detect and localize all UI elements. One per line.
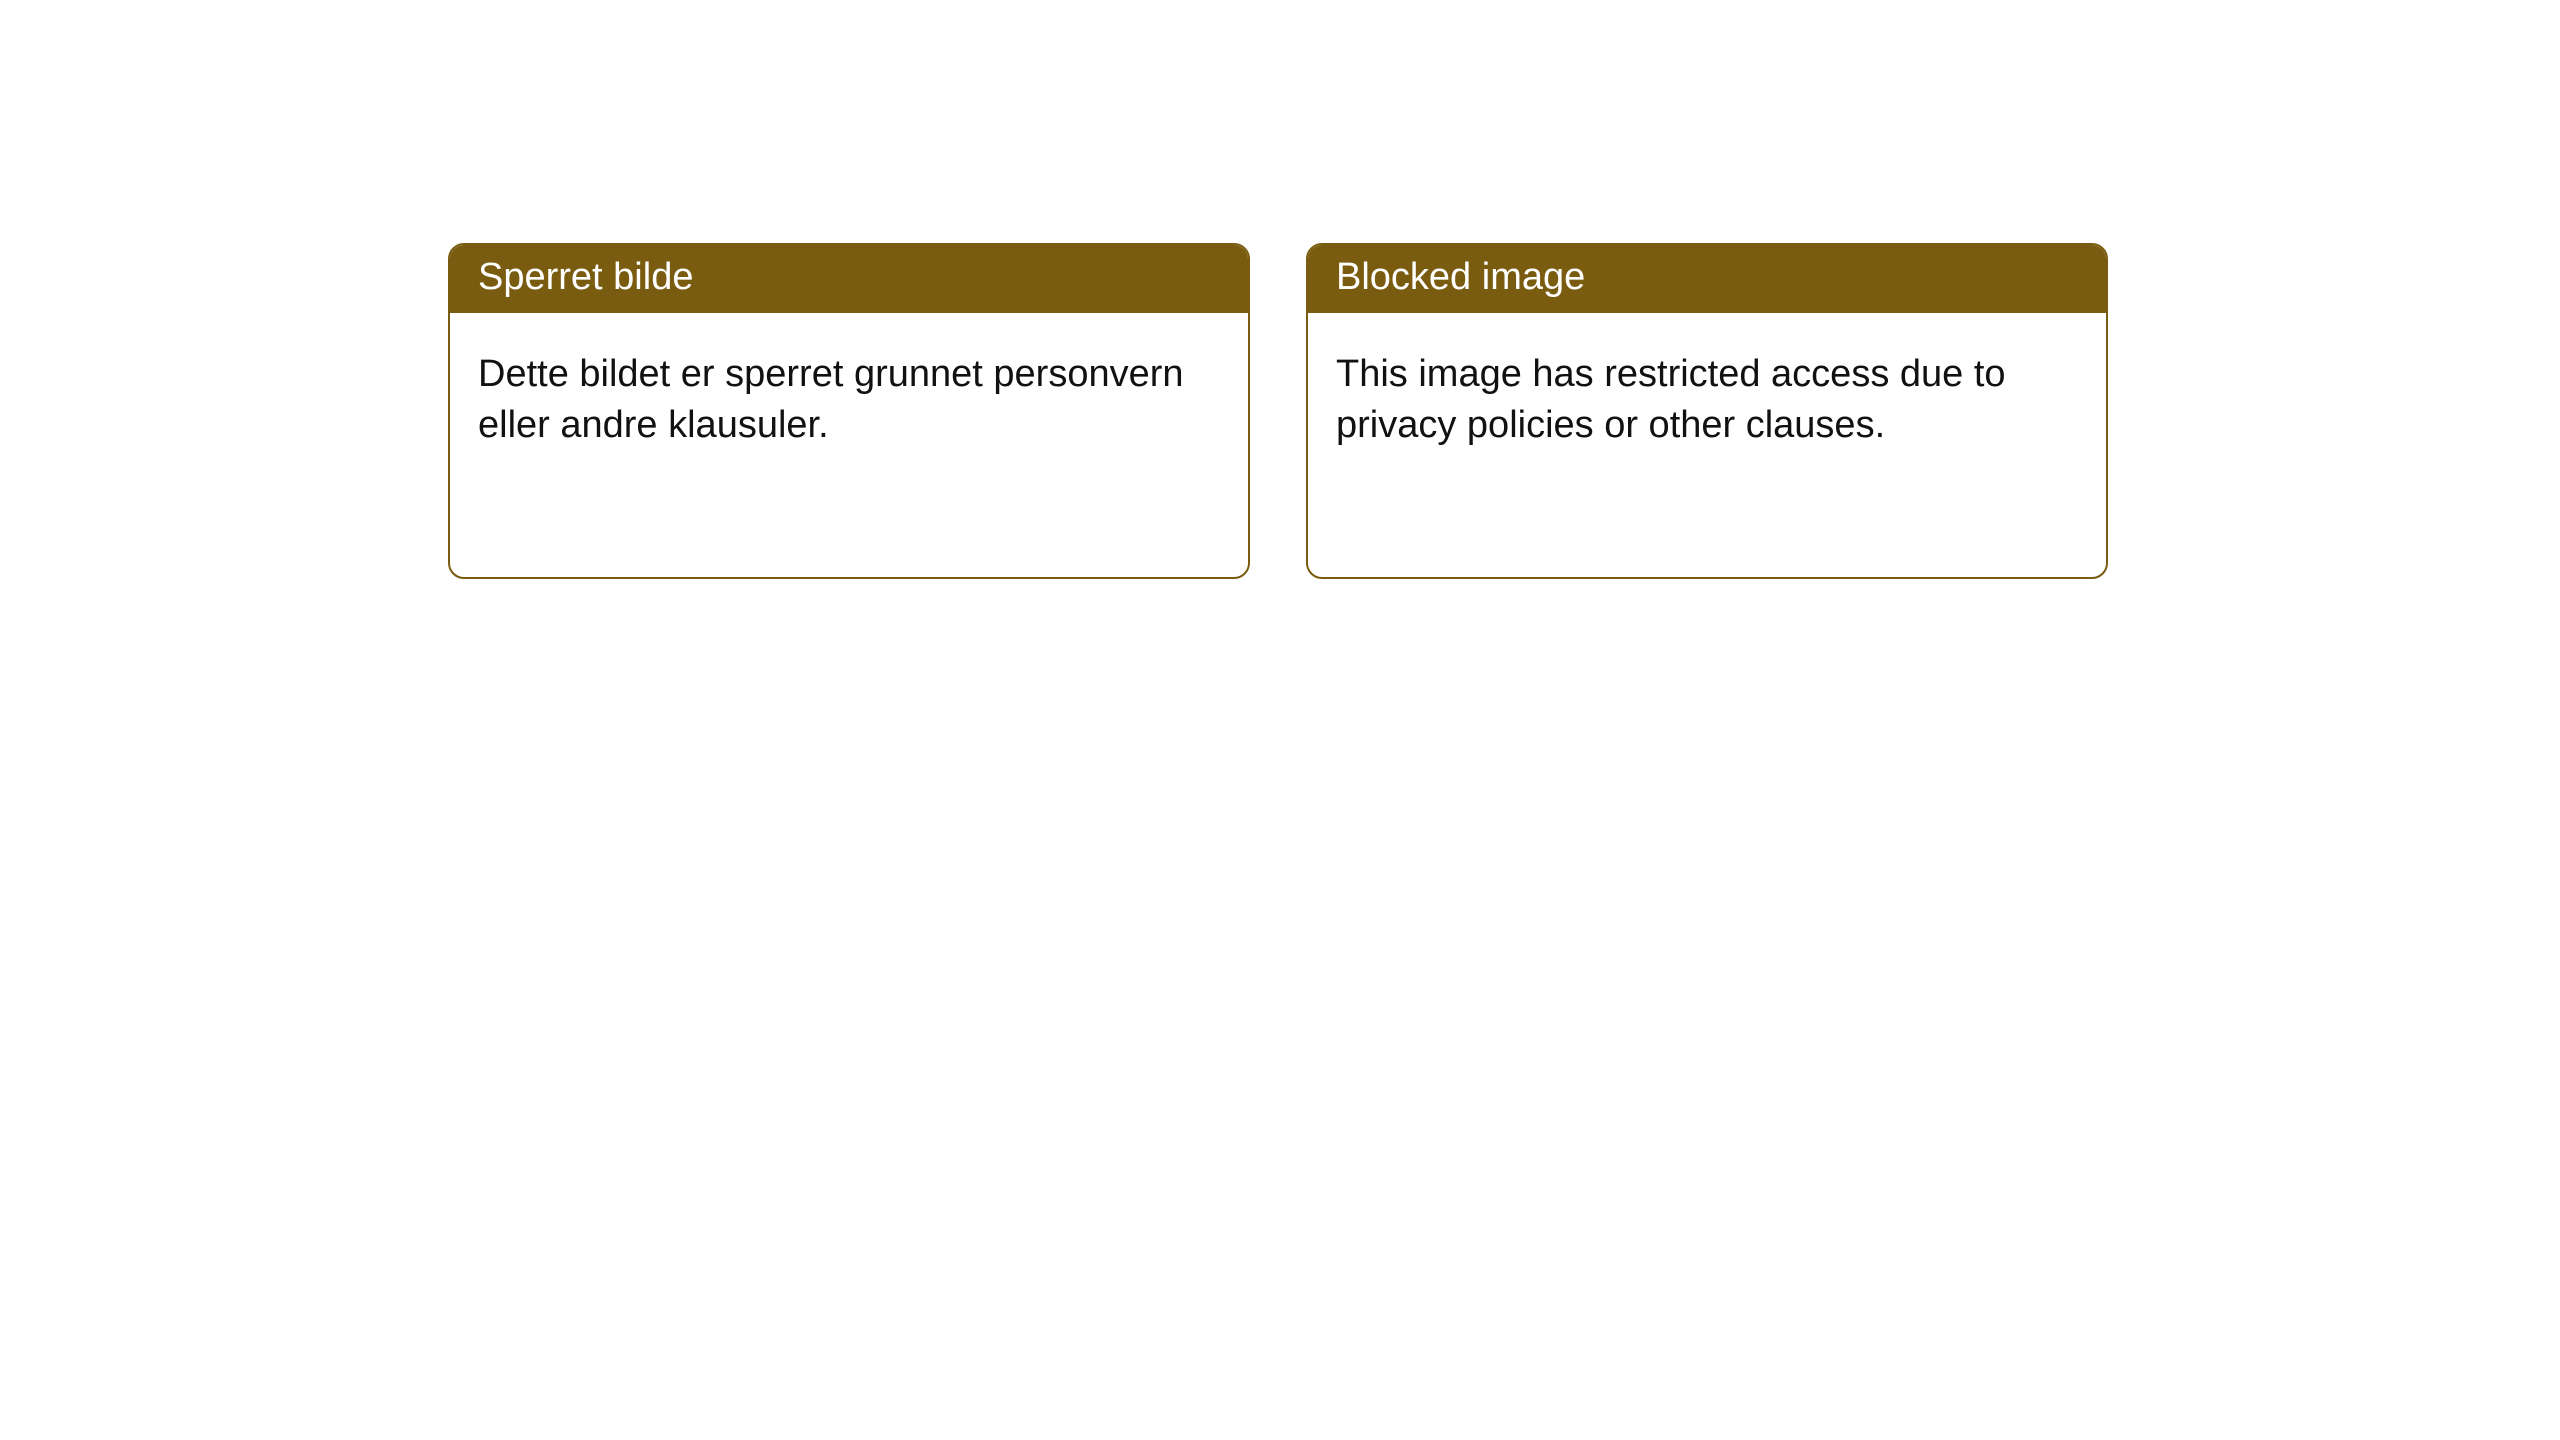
notice-body-norwegian: Dette bildet er sperret grunnet personve… (450, 313, 1248, 480)
notice-card-english: Blocked image This image has restricted … (1306, 243, 2108, 579)
notice-card-norwegian: Sperret bilde Dette bildet er sperret gr… (448, 243, 1250, 579)
notice-header-english: Blocked image (1308, 245, 2106, 313)
notice-header-norwegian: Sperret bilde (450, 245, 1248, 313)
notice-container: Sperret bilde Dette bildet er sperret gr… (0, 0, 2560, 579)
notice-body-english: This image has restricted access due to … (1308, 313, 2106, 480)
